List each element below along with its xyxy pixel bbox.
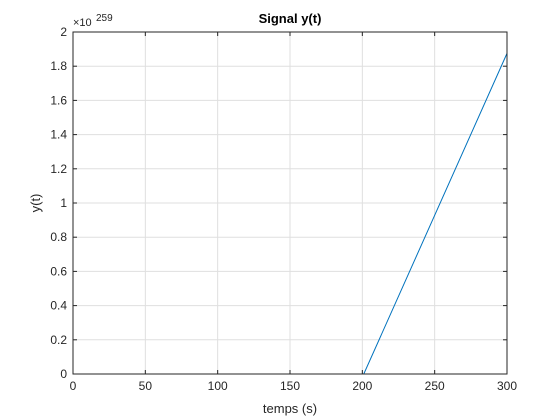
- y-tick-label: 1.6: [50, 93, 67, 107]
- x-tick-label: 250: [425, 379, 445, 393]
- y-tick-label: 0.8: [50, 230, 67, 244]
- y-tick-label: 1.8: [50, 59, 67, 73]
- y-exponent-power: 259: [96, 13, 113, 24]
- grid: [73, 32, 507, 374]
- x-tick-label: 300: [497, 379, 517, 393]
- x-tick-label: 200: [352, 379, 372, 393]
- x-tick-label: 0: [70, 379, 77, 393]
- y-tick-label: 0.6: [50, 264, 67, 278]
- y-axis-label: y(t): [28, 194, 43, 213]
- x-tick-label: 150: [280, 379, 300, 393]
- y-exponent-base: ×10: [73, 17, 92, 29]
- y-tick-label: 1.4: [50, 128, 67, 142]
- ticks: [72, 31, 508, 375]
- y-tick-labels: 0 0.2 0.4 0.6 0.8 1 1.2 1.4 1.6 1.8 2: [50, 25, 67, 381]
- x-axis-label: temps (s): [263, 401, 317, 416]
- y-tick-label: 2: [60, 25, 67, 39]
- y-tick-label: 0.4: [50, 299, 67, 313]
- x-tick-label: 100: [208, 379, 228, 393]
- y-tick-label: 1.2: [50, 162, 67, 176]
- y-tick-label: 1: [60, 196, 67, 210]
- chart-title: Signal y(t): [259, 11, 322, 26]
- y-tick-label: 0: [60, 367, 67, 381]
- x-tick-labels: 0 50 100 150 200 250 300: [70, 379, 518, 393]
- x-tick-label: 50: [139, 379, 153, 393]
- y-tick-label: 0.2: [50, 333, 67, 347]
